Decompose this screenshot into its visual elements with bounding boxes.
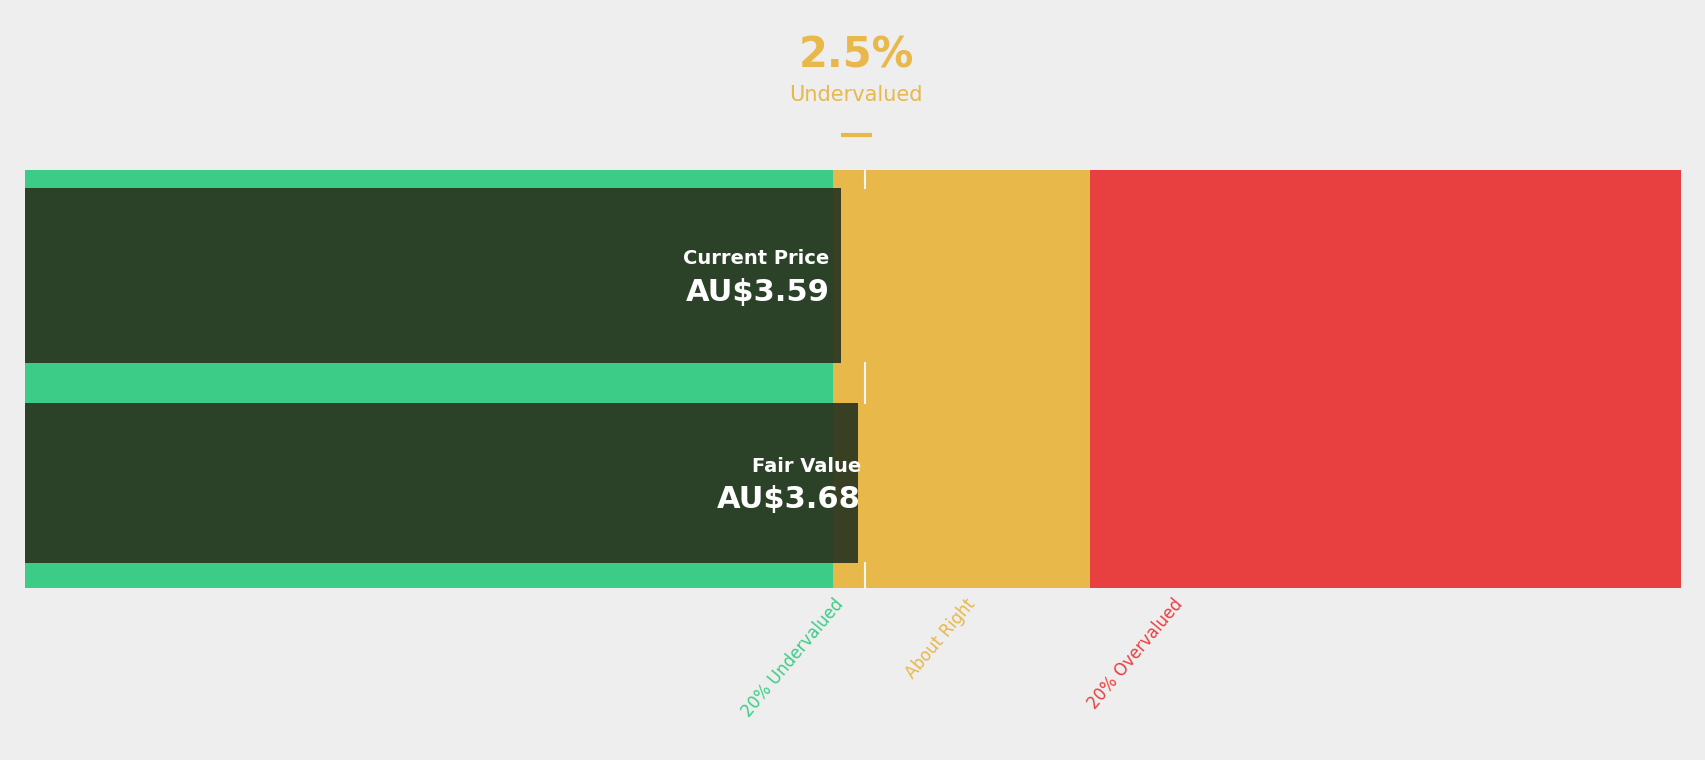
Bar <box>26 170 832 188</box>
Bar <box>26 563 832 588</box>
Text: Current Price: Current Price <box>684 249 829 268</box>
Bar <box>1089 403 1679 563</box>
Text: Fair Value: Fair Value <box>752 457 861 476</box>
Bar <box>26 188 841 363</box>
Bar <box>832 363 1089 403</box>
Bar <box>26 403 832 563</box>
Bar <box>832 403 1089 563</box>
Bar <box>832 188 1089 363</box>
Text: Undervalued: Undervalued <box>789 85 922 105</box>
Bar <box>1089 363 1679 403</box>
Text: 2.5%: 2.5% <box>798 34 914 76</box>
Text: 20% Undervalued: 20% Undervalued <box>737 596 846 720</box>
Bar <box>26 403 858 563</box>
Bar <box>1089 563 1679 588</box>
Text: AU$3.59: AU$3.59 <box>685 277 829 307</box>
Bar <box>26 363 832 403</box>
Text: About Right: About Right <box>902 596 979 682</box>
Text: AU$3.68: AU$3.68 <box>716 485 861 515</box>
Bar <box>832 563 1089 588</box>
Bar <box>1089 188 1679 363</box>
Text: 20% Overvalued: 20% Overvalued <box>1083 596 1185 713</box>
Bar <box>26 188 832 363</box>
Bar <box>1089 170 1679 188</box>
Bar <box>832 170 1089 188</box>
